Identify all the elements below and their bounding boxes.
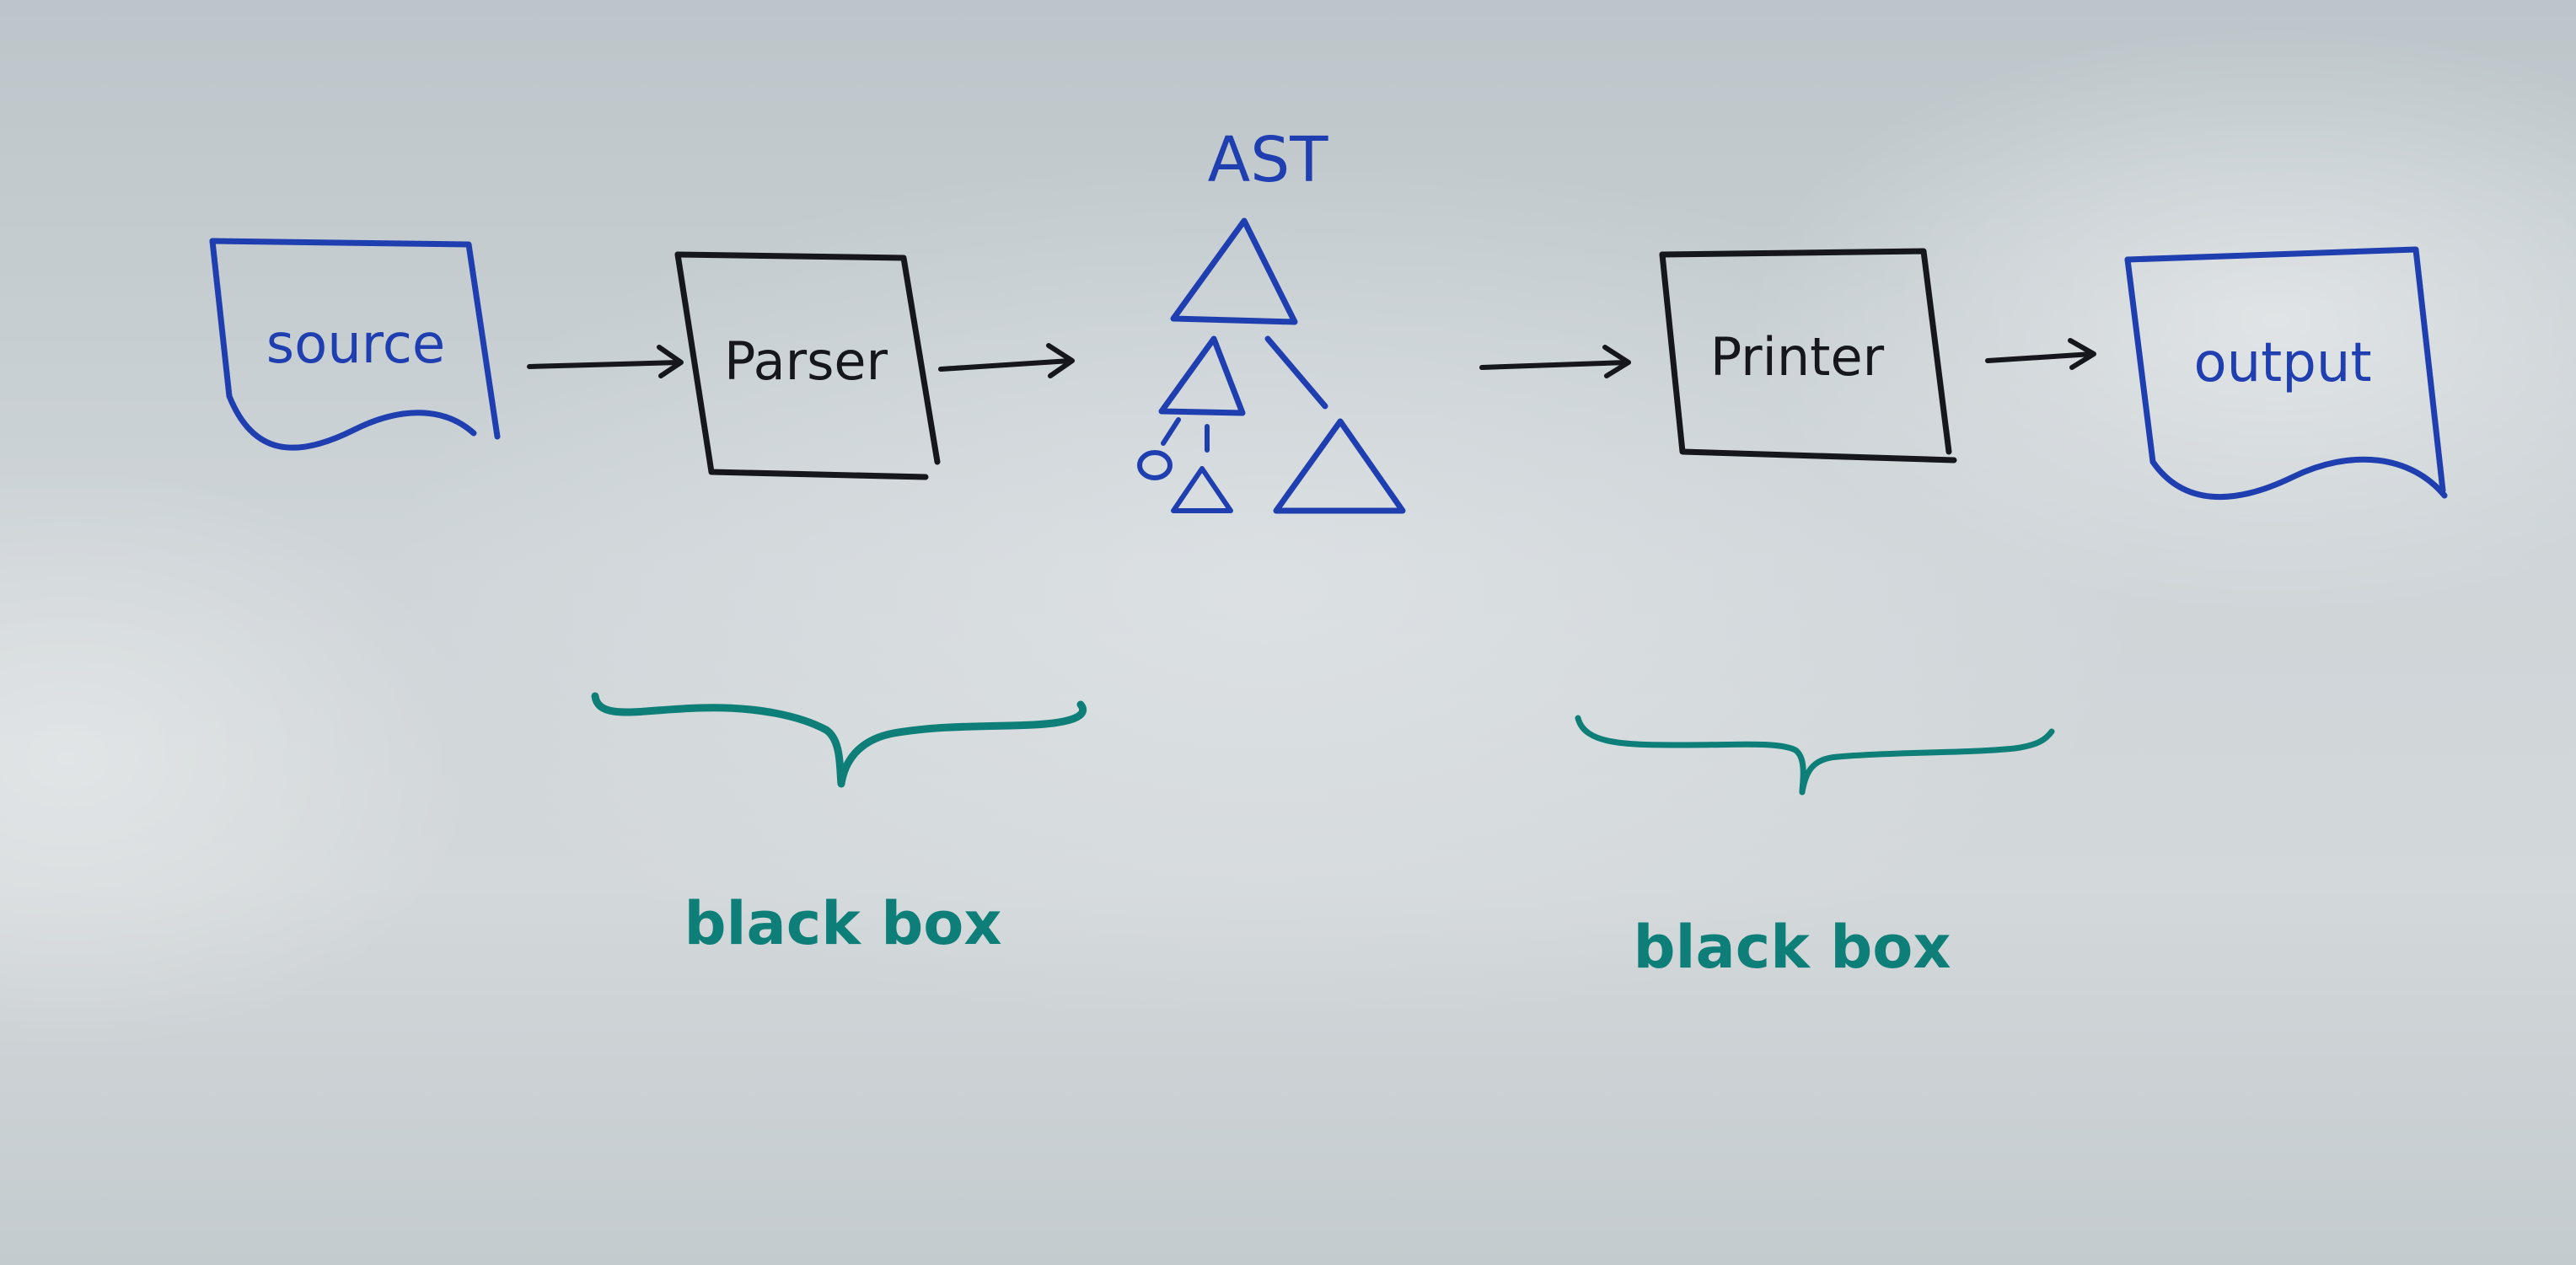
output-label: output bbox=[2193, 332, 2371, 394]
right-black-box-caption: black box bbox=[1633, 913, 1951, 982]
ast-leaf-circle bbox=[1137, 450, 1173, 480]
arrow-parser-to-ast bbox=[938, 343, 1075, 378]
left-brace: black box bbox=[591, 692, 1087, 958]
parser-node: Parser bbox=[674, 251, 941, 480]
left-black-box-caption: black box bbox=[684, 889, 1001, 958]
ast-small-branch-left bbox=[1161, 417, 1181, 446]
ast-left-triangle bbox=[1158, 335, 1246, 416]
source-node: source bbox=[209, 238, 501, 451]
arrow-source-to-parser bbox=[527, 345, 684, 378]
source-label: source bbox=[266, 314, 446, 376]
ast-leaf-triangle bbox=[1171, 466, 1233, 513]
arrow-ast-to-printer bbox=[1479, 345, 1631, 378]
parser-label: Parser bbox=[724, 330, 888, 392]
output-node: output bbox=[2124, 246, 2448, 501]
ast-right-branch bbox=[1264, 335, 1328, 410]
arrow-printer-to-output bbox=[1985, 338, 2096, 370]
ast-right-triangle bbox=[1273, 418, 1406, 514]
printer-node: Printer bbox=[1659, 248, 1957, 464]
right-brace: black box bbox=[1575, 715, 2055, 982]
ast-node: AST bbox=[1137, 124, 1406, 514]
ast-root-triangle bbox=[1170, 217, 1298, 325]
ast-label: AST bbox=[1208, 124, 1329, 196]
printer-label: Printer bbox=[1710, 326, 1885, 388]
